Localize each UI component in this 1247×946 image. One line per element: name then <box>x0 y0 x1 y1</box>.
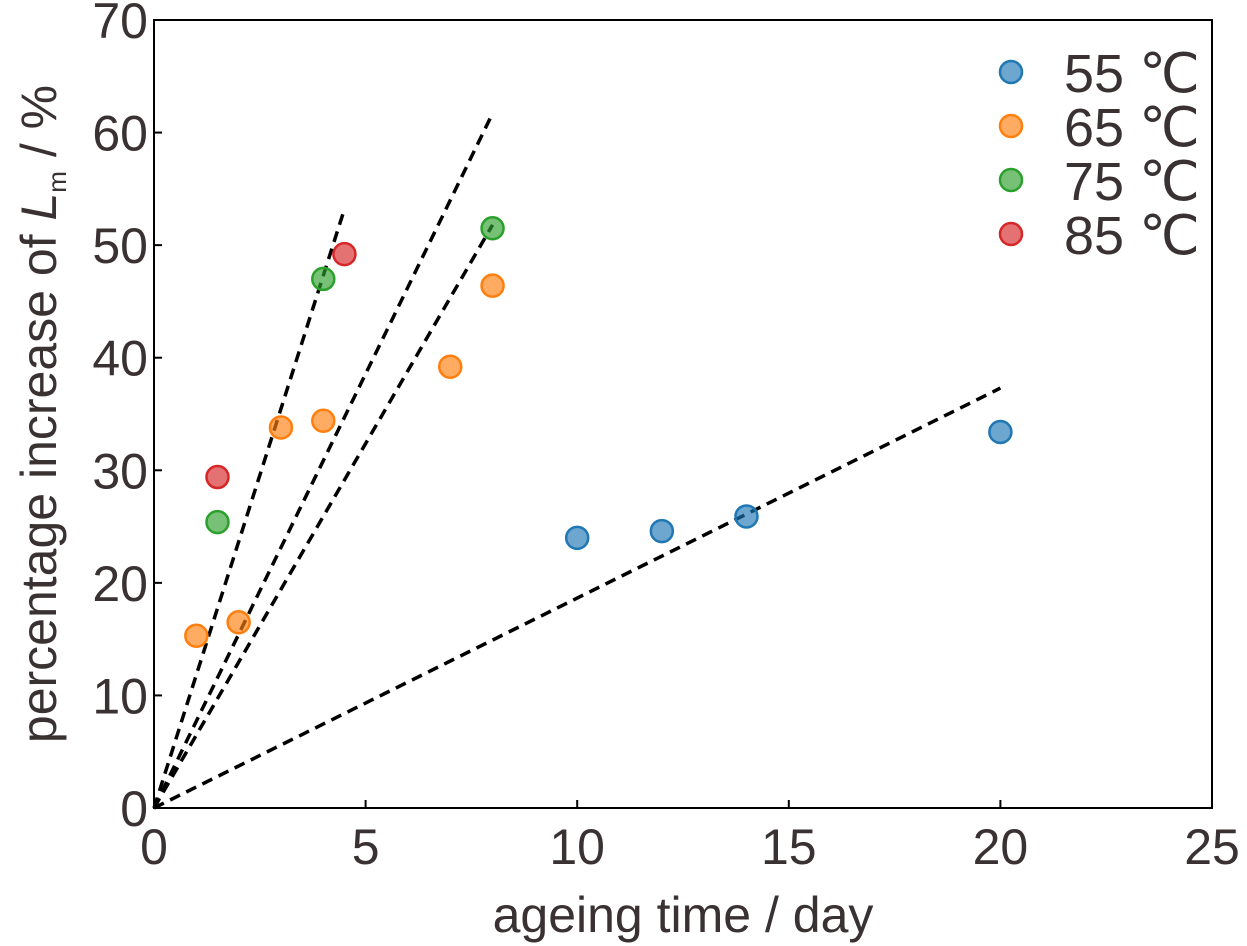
x-tick-label: 5 <box>352 819 380 875</box>
data-point <box>205 509 230 535</box>
data-point <box>480 273 505 298</box>
legend-marker <box>998 167 1024 193</box>
legend-marker <box>998 221 1024 247</box>
y-axis-title: percentage increase of Lm / % <box>11 85 72 743</box>
y-tick-label: 70 <box>92 0 148 49</box>
data-point <box>988 419 1013 445</box>
legend-box <box>912 40 1200 290</box>
y-tick-label: 50 <box>92 218 148 274</box>
legend-marker <box>998 59 1024 85</box>
data-point <box>649 518 675 544</box>
legend-marker <box>998 113 1024 139</box>
data-point <box>226 610 251 635</box>
data-point <box>311 266 336 292</box>
data-point <box>437 354 463 379</box>
y-tick-label: 40 <box>92 331 148 387</box>
legend-label: 85 ℃ <box>1064 206 1200 266</box>
x-axis: 0 5 10 15 20 25 <box>140 800 1240 875</box>
x-tick-label: 10 <box>549 819 605 875</box>
x-axis-title: ageing time / day <box>493 887 874 943</box>
legend-label: 55 ℃ <box>1064 44 1200 104</box>
x-tick-label: 25 <box>1184 819 1240 875</box>
data-point <box>332 241 357 267</box>
y-tick-label: 0 <box>120 781 148 837</box>
data-point <box>480 216 505 241</box>
x-tick-label: 0 <box>140 819 168 875</box>
fit-line <box>152 112 495 809</box>
y-tick-label: 20 <box>92 556 148 612</box>
x-tick-label: 15 <box>761 819 817 875</box>
y-axis: 0 10 20 30 40 50 60 70 <box>92 0 162 837</box>
data-point <box>205 464 230 490</box>
fit-lines <box>152 112 1002 810</box>
data-point <box>184 623 209 649</box>
legend-label: 65 ℃ <box>1064 98 1200 158</box>
legend: 55 ℃65 ℃75 ℃85 ℃ <box>998 44 1200 266</box>
data-point <box>268 415 294 440</box>
data-point <box>311 408 336 434</box>
x-tick-label: 20 <box>973 819 1029 875</box>
fit-line <box>152 224 495 809</box>
data-point <box>564 525 590 551</box>
fit-line <box>153 386 1002 810</box>
data-point <box>734 504 759 529</box>
y-tick-label: 60 <box>92 106 148 162</box>
legend-label: 75 ℃ <box>1064 152 1200 212</box>
y-tick-label: 30 <box>92 443 148 499</box>
plot-frame <box>153 19 1213 809</box>
y-tick-label: 10 <box>92 668 148 724</box>
fit-line <box>152 208 347 809</box>
data-points <box>184 216 1013 649</box>
